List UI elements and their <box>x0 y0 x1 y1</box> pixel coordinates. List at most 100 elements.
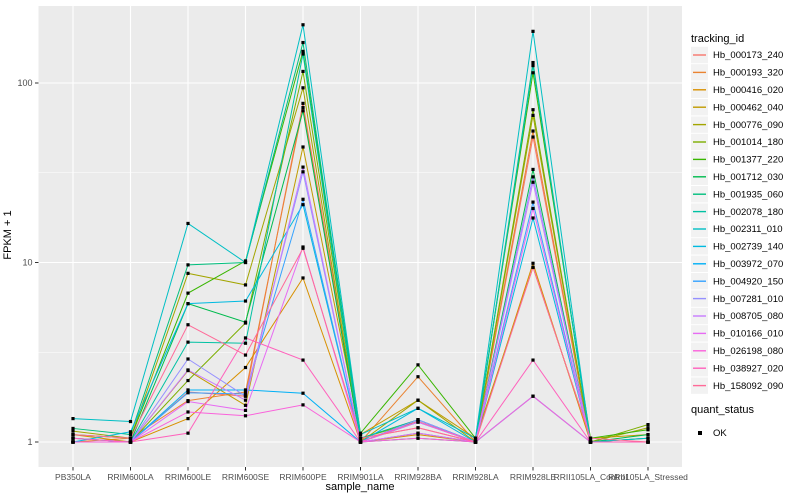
data-point <box>243 260 248 265</box>
legend-label: Hb_000462_040 <box>713 102 783 113</box>
data-point <box>71 436 75 440</box>
data-point <box>301 358 305 362</box>
data-point <box>416 418 420 422</box>
legend-label: Hb_001712_030 <box>713 172 783 183</box>
data-point <box>243 408 248 412</box>
data-point <box>186 340 190 344</box>
data-point <box>243 390 248 394</box>
data-point <box>128 432 133 437</box>
data-point <box>301 69 305 74</box>
x-tick-label: RRIM928BA <box>394 472 442 482</box>
ok-point-icon <box>697 430 702 435</box>
data-point <box>301 49 305 53</box>
data-point <box>416 419 420 424</box>
data-point <box>531 60 535 65</box>
data-point <box>301 145 305 149</box>
data-point <box>416 398 420 402</box>
y-tick-label: 100 <box>17 78 32 88</box>
data-point <box>301 86 305 90</box>
data-point <box>301 23 305 27</box>
data-point <box>646 440 650 444</box>
data-point <box>186 378 190 383</box>
data-point <box>646 436 650 440</box>
data-point <box>301 276 305 280</box>
legend-label: Hb_001377_220 <box>713 155 783 166</box>
data-point <box>186 417 190 421</box>
data-point <box>531 200 535 204</box>
legend-label: Hb_002311_010 <box>713 224 783 235</box>
data-point <box>416 406 420 410</box>
data-point <box>186 221 190 226</box>
data-point <box>301 391 305 395</box>
data-point <box>416 426 420 430</box>
data-point <box>531 71 535 75</box>
x-tick-label: RRIM600PE <box>279 472 327 482</box>
data-point <box>301 203 305 207</box>
x-tick-label: RRIM600LE <box>165 472 212 482</box>
data-point <box>186 357 190 361</box>
legend-label: Hb_158092_090 <box>713 381 783 392</box>
data-point <box>416 363 420 367</box>
data-point <box>531 261 535 265</box>
data-point <box>243 320 248 324</box>
data-point <box>71 429 75 433</box>
legend-label: Hb_003972_070 <box>713 259 783 270</box>
data-point <box>531 394 535 398</box>
data-point <box>186 410 190 414</box>
data-point <box>531 113 535 117</box>
data-point <box>531 129 535 133</box>
data-point <box>588 440 593 444</box>
data-point <box>186 368 190 372</box>
x-tick-label: RRIM928LA <box>452 472 499 482</box>
data-point <box>128 436 133 440</box>
legend-label: Hb_007281_010 <box>713 294 783 305</box>
data-point <box>243 353 248 357</box>
data-point <box>301 40 305 45</box>
data-point <box>473 436 478 440</box>
data-point <box>186 431 190 435</box>
data-point <box>71 432 75 437</box>
data-point <box>646 426 650 430</box>
data-point <box>358 432 363 437</box>
data-point <box>186 291 190 295</box>
legend-label: Hb_038927_020 <box>713 363 783 374</box>
data-point <box>531 135 535 139</box>
legend-label: Hb_026198_080 <box>713 346 783 357</box>
data-point <box>531 180 535 184</box>
data-point <box>128 440 133 444</box>
data-point <box>301 246 305 250</box>
x-tick-label: RRIM600LA <box>107 472 154 482</box>
data-point <box>243 414 248 418</box>
data-point <box>416 436 420 440</box>
data-point <box>301 197 305 201</box>
data-point <box>473 440 478 444</box>
legend-key-quant-ok <box>691 424 708 441</box>
data-point <box>301 170 305 174</box>
data-point <box>128 430 133 434</box>
x-tick-label: PB350LA <box>55 472 91 482</box>
legend-label: Hb_001014_180 <box>713 137 783 148</box>
data-point <box>531 358 535 362</box>
data-point <box>646 432 650 437</box>
data-point <box>243 388 248 392</box>
data-point <box>243 403 248 407</box>
data-point <box>186 302 190 306</box>
x-tick-label: RRII105LA_Control <box>554 472 628 482</box>
data-point <box>531 216 535 220</box>
data-point <box>243 392 248 396</box>
legend-label: Hb_000193_320 <box>713 68 783 79</box>
data-point <box>646 428 650 432</box>
data-point <box>358 436 363 440</box>
legend-label: Hb_002739_140 <box>713 242 783 253</box>
data-point <box>128 419 133 424</box>
data-point <box>301 105 305 110</box>
data-point <box>71 417 75 421</box>
y-axis-title: FPKM + 1 <box>2 210 14 260</box>
x-tick-label: RRIM901LA <box>337 472 384 482</box>
data-point <box>186 391 190 395</box>
data-point <box>531 29 535 33</box>
data-point <box>243 283 248 287</box>
data-point <box>186 271 190 275</box>
data-point <box>243 365 248 370</box>
